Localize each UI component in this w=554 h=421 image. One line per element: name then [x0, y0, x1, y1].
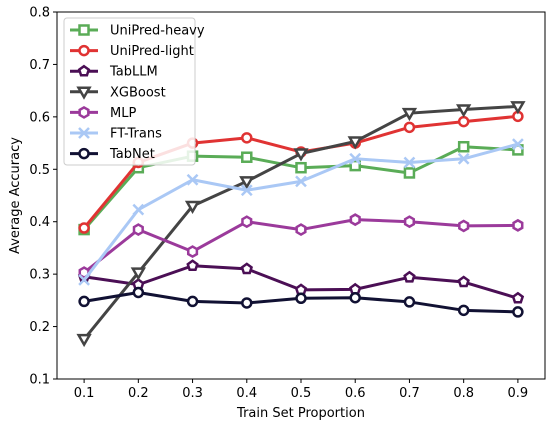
data-point: [403, 270, 416, 283]
series-4: [78, 213, 524, 280]
data-point: [401, 107, 418, 122]
legend-label: FT-Trans: [110, 127, 162, 142]
data-point: [132, 203, 145, 216]
y-tick-label: 0.5: [29, 163, 50, 178]
data-point: [403, 156, 416, 169]
legend-label: UniPred-heavy: [110, 24, 205, 39]
series-5: [78, 138, 524, 286]
x-axis-label: Train Set Proportion: [236, 406, 365, 421]
x-tick-label: 0.1: [74, 386, 95, 401]
data-point: [347, 136, 363, 150]
x-tick-label: 0.2: [128, 386, 149, 401]
y-tick-label: 0.3: [29, 268, 50, 283]
y-axis-label: Average Accuracy: [8, 137, 23, 254]
x-axis: 0.1 0.2 0.3 0.4 0.5 0.6 0.7 0.8 0.9: [74, 379, 528, 401]
data-point: [457, 275, 470, 288]
data-point: [512, 218, 524, 232]
legend-item: FT-Trans: [70, 127, 162, 142]
y-tick-label: 0.6: [29, 110, 50, 125]
legend-item: MLP: [70, 106, 136, 121]
data-point: [403, 296, 416, 308]
data-point: [186, 259, 199, 272]
data-point: [295, 175, 307, 188]
legend-label: MLP: [110, 106, 136, 121]
legend-marker: [76, 86, 92, 100]
data-point: [78, 274, 90, 286]
legend-label: TabLLM: [109, 65, 158, 80]
data-point: [295, 161, 307, 174]
data-point: [241, 215, 253, 229]
y-axis: 0.1 0.2 0.3 0.4 0.5 0.6 0.7 0.8: [29, 6, 57, 388]
legend-item: TabNet: [70, 147, 155, 162]
legend-marker: [78, 127, 90, 139]
data-point: [349, 159, 361, 172]
data-point: [132, 223, 144, 237]
legend-label: XGBoost: [110, 85, 166, 100]
x-tick-label: 0.8: [453, 386, 474, 401]
x-tick-label: 0.6: [345, 386, 366, 401]
data-point: [458, 219, 470, 233]
data-point: [403, 121, 416, 134]
data-point: [241, 297, 253, 309]
data-point: [240, 262, 253, 275]
data-point: [240, 184, 253, 197]
x-tick-label: 0.7: [399, 386, 420, 401]
legend-marker: [78, 24, 90, 36]
data-point: [510, 101, 526, 115]
data-point: [457, 140, 470, 153]
data-point: [349, 291, 361, 304]
legend-marker: [78, 147, 90, 160]
legend-marker: [78, 44, 90, 57]
data-point: [78, 295, 90, 308]
legend-label: TabNet: [109, 147, 155, 162]
data-point: [130, 267, 147, 281]
x-tick-label: 0.5: [291, 386, 312, 401]
y-tick-label: 0.8: [29, 6, 50, 21]
data-point: [132, 286, 145, 299]
data-point: [403, 215, 416, 229]
legend: UniPred-heavy UniPred-light TabLLM XGBoost M…: [63, 17, 205, 166]
x-tick-label: 0.3: [182, 386, 203, 401]
data-point: [349, 213, 361, 227]
data-point: [512, 138, 524, 151]
legend-item: TabLLM: [70, 64, 158, 80]
legend-marker: [77, 64, 91, 77]
data-point: [186, 295, 199, 308]
data-point: [457, 115, 470, 128]
data-point: [511, 291, 525, 304]
y-tick-label: 0.7: [29, 58, 50, 73]
data-point: [76, 333, 92, 348]
data-point: [457, 304, 470, 317]
data-point: [295, 292, 307, 305]
x-tick-label: 0.9: [508, 386, 529, 401]
data-point: [184, 200, 201, 214]
data-point: [186, 173, 199, 186]
data-point: [455, 104, 472, 118]
y-tick-label: 0.1: [29, 373, 50, 388]
series-6: [78, 286, 524, 318]
data-point: [403, 167, 416, 179]
data-point: [457, 152, 470, 165]
data-point: [293, 148, 309, 162]
data-point: [295, 223, 307, 237]
series-3: [76, 101, 526, 348]
data-point: [78, 222, 90, 234]
legend-box: [63, 17, 196, 166]
legend-item: XGBoost: [70, 85, 166, 100]
data-point: [241, 151, 253, 163]
legend-marker: [78, 105, 90, 119]
y-tick-label: 0.2: [29, 320, 50, 335]
data-point: [239, 176, 255, 190]
legend-label: UniPred-light: [110, 44, 194, 59]
data-point: [186, 245, 199, 259]
data-point: [241, 132, 253, 144]
data-point: [349, 152, 362, 165]
y-tick-label: 0.4: [29, 215, 50, 230]
legend-item: UniPred-light: [70, 44, 194, 59]
legend-item: UniPred-heavy: [70, 24, 205, 39]
x-tick-label: 0.4: [236, 386, 257, 401]
data-point: [512, 306, 524, 318]
